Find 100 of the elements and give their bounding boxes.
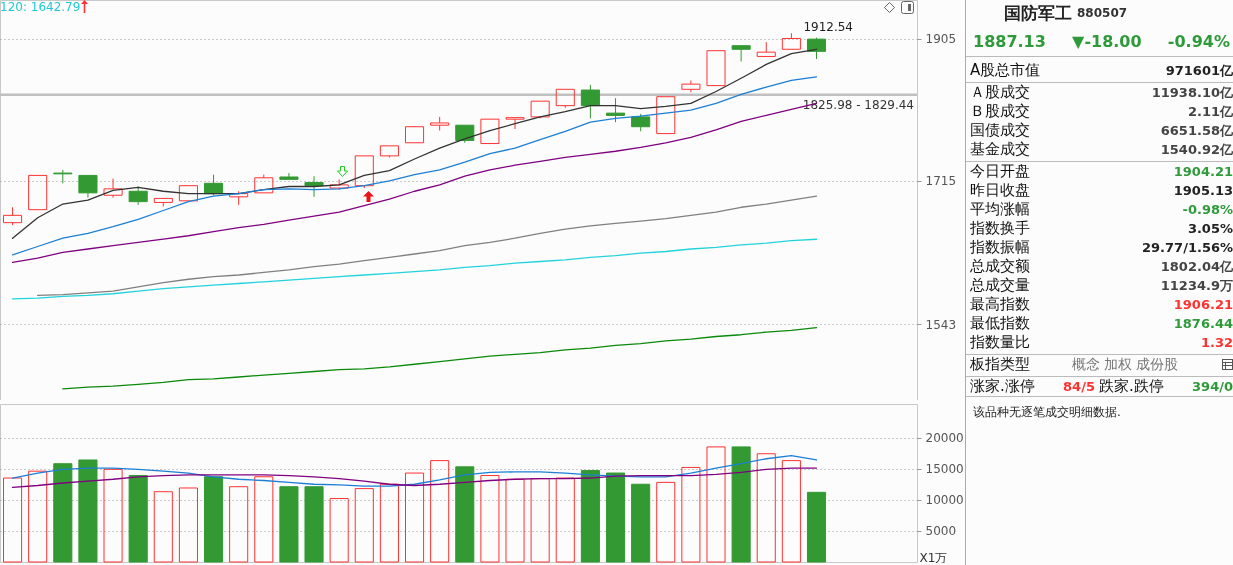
candlestick [279, 172, 299, 180]
bar [781, 460, 801, 563]
bar [304, 486, 324, 563]
category-label: 国债成交 [970, 121, 1030, 140]
category-label: 板指类型 [970, 355, 1030, 374]
bar [78, 459, 98, 563]
candlestick [3, 206, 23, 226]
y-tick-label: 20000 [925, 431, 964, 446]
category-label: Ｂ股成交 [970, 102, 1030, 121]
candlestick [706, 50, 726, 87]
bar [279, 486, 299, 563]
category-label: 今日开盘 [970, 162, 1030, 181]
category-label: 总成交量 [970, 276, 1030, 295]
text: 880507 [1077, 6, 1128, 20]
bar [806, 491, 827, 563]
text: 2.11亿 [1187, 103, 1233, 119]
category-label: 指数振幅 [970, 238, 1030, 257]
bar [229, 486, 249, 563]
candlestick [781, 32, 801, 50]
candlestick [178, 185, 198, 202]
line-series [11, 454, 818, 487]
bar [329, 498, 349, 563]
annotation: 120: 1642.79 [0, 0, 81, 14]
bar [254, 476, 274, 563]
category-label: 平均涨幅 [970, 200, 1030, 219]
bar [128, 475, 148, 563]
text: 1540.92亿 [1160, 141, 1233, 157]
bar [3, 477, 23, 563]
text: 1906.21 [1173, 297, 1233, 312]
bar [379, 483, 399, 563]
text: 概念 加权 成份股 [1071, 355, 1179, 372]
bar [505, 478, 525, 563]
bar [580, 470, 600, 563]
y-tick-label: 1543 [925, 317, 957, 332]
y-tick-label: 10000 [925, 493, 964, 508]
text: 1904.21 [1173, 164, 1233, 179]
bar [756, 453, 776, 563]
candlestick [354, 155, 374, 189]
text: 971601亿 [1165, 62, 1233, 78]
category-label: 昨日收盘 [970, 181, 1030, 200]
category-label: 总成交额 [970, 257, 1030, 276]
text: 3.05% [1187, 221, 1233, 236]
bar [204, 476, 224, 563]
text: 该品种无逐笔成交明细数据. [972, 404, 1122, 421]
category-label: 指数量比 [970, 333, 1030, 352]
candlestick [731, 45, 751, 63]
bar [178, 487, 198, 563]
candlestick [505, 117, 525, 130]
y-axis-title: X1万 [919, 550, 948, 565]
bar [605, 472, 626, 563]
bar [153, 491, 173, 563]
bar [480, 475, 500, 563]
bar [455, 466, 475, 563]
line-series [11, 238, 818, 300]
category-label: 指数换手 [970, 219, 1030, 238]
y-tick-label: 15000 [925, 462, 964, 477]
text: 1876.44 [1173, 316, 1233, 331]
category-label: A股总市值 [970, 61, 1041, 80]
bar [555, 477, 575, 563]
candlestick [455, 124, 475, 144]
bar [530, 478, 550, 563]
bar [706, 446, 726, 563]
category-label: 基金成交 [970, 140, 1030, 159]
text: 1905.13 [1173, 183, 1233, 198]
text: 11234.9万 [1160, 277, 1233, 293]
category-label: 跌家.跌停 [1098, 377, 1164, 396]
text: 11938.10亿 [1151, 84, 1233, 100]
y-tick-label: 1905 [925, 32, 957, 47]
candlestick [681, 79, 701, 93]
candlestick [480, 118, 500, 145]
bar [404, 472, 425, 563]
candlestick [404, 126, 425, 144]
candlestick [78, 174, 98, 199]
text: 1802.04亿 [1160, 258, 1233, 274]
text: -0.94% [1167, 31, 1230, 51]
bar [354, 488, 374, 563]
text: 1.32 [1200, 335, 1233, 350]
text: 394/0 [1192, 379, 1233, 394]
line-series [62, 327, 818, 390]
candlestick [28, 174, 48, 211]
candlestick [555, 88, 575, 109]
bar [28, 470, 48, 563]
category-label: 涨家.涨停 [970, 377, 1035, 396]
candlestick [304, 175, 324, 198]
text: -0.98% [1182, 202, 1233, 217]
y-tick-label: 1715 [925, 174, 957, 189]
candlestick [656, 96, 676, 135]
bar [631, 483, 651, 563]
text: 国防军工 [1004, 1, 1072, 25]
category-label: Ａ股成交 [970, 83, 1030, 102]
category-label: 最低指数 [970, 314, 1030, 333]
line-series [37, 195, 818, 297]
candlestick [756, 41, 776, 57]
text: 1887.13 [973, 31, 1046, 51]
bar [656, 481, 676, 563]
bar [731, 446, 751, 563]
band-label: 1825.98 - 1829.44 [802, 97, 914, 112]
bar [53, 463, 73, 563]
category-label: 最高指数 [970, 295, 1030, 314]
annotation: 1912.54 [803, 20, 854, 35]
